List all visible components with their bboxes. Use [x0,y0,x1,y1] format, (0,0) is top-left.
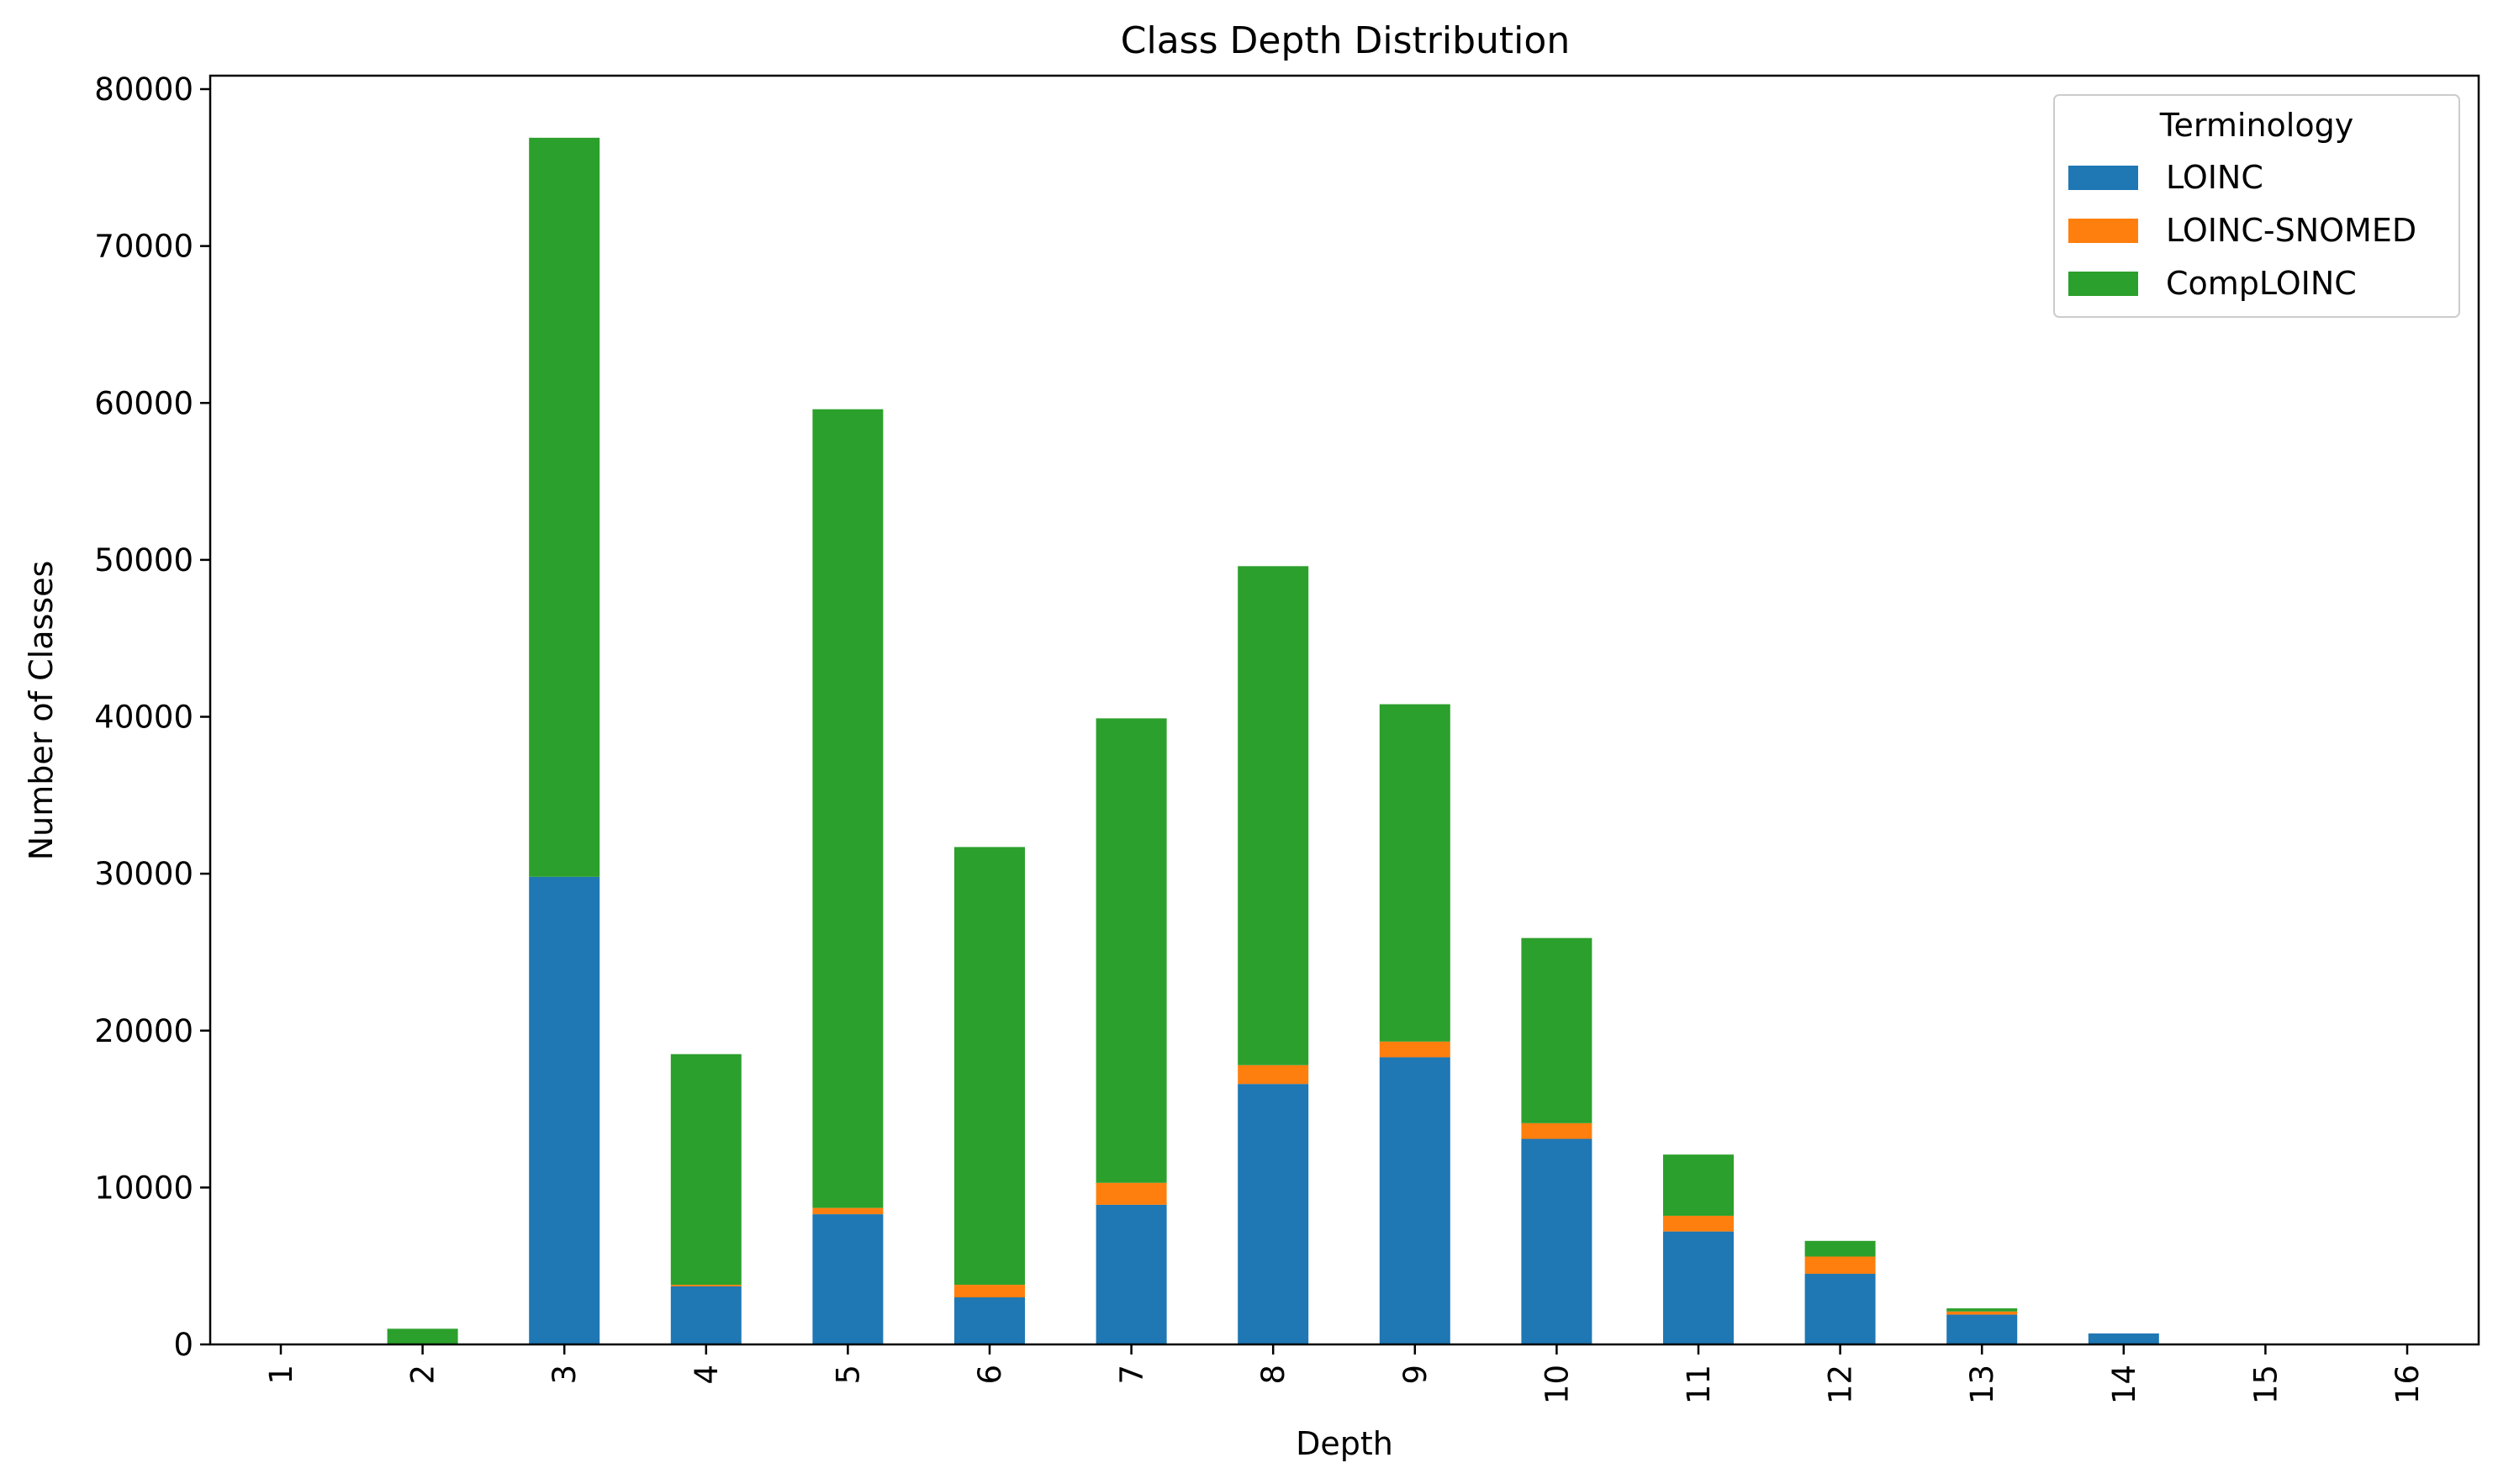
bar-comploinc-depth-11 [1663,1154,1734,1216]
legend-label: CompLOINC [2166,265,2357,302]
x-axis-label: Depth [1296,1425,1393,1462]
legend-box [2053,94,2460,318]
bar-comploinc-depth-13 [1946,1308,2018,1312]
bar-loinc-snomed-depth-6 [954,1285,1025,1298]
bar-comploinc-depth-5 [812,409,884,1208]
bar-loinc-depth-10 [1521,1138,1592,1344]
legend-swatch-comploinc [2068,272,2138,296]
bar-loinc-snomed-depth-11 [1663,1215,1734,1232]
bar-loinc-depth-4 [670,1286,742,1344]
x-tick-label: 13 [1964,1365,2000,1404]
bar-loinc-depth-6 [954,1297,1025,1344]
x-tick-label: 3 [547,1365,583,1385]
bar-comploinc-depth-4 [670,1054,742,1286]
y-tick-label: 60000 [94,385,193,421]
bar-loinc-depth-12 [1804,1274,1876,1344]
x-tick-label: 6 [972,1365,1008,1385]
legend-swatch-loinc-snomed [2068,219,2138,243]
y-tick-label: 40000 [94,700,193,736]
bar-loinc-depth-9 [1379,1057,1450,1344]
plot-frame [209,74,2480,1346]
bar-comploinc-depth-2 [387,1328,458,1344]
bar-comploinc-depth-10 [1521,937,1592,1123]
legend-items: LOINC LOINC-SNOMED CompLOINC [2068,159,2416,302]
x-tick-label: 2 [405,1365,441,1385]
y-tick-label: 30000 [94,856,193,892]
x-tick-label: 5 [830,1365,866,1385]
y-tick-label: 20000 [94,1013,193,1049]
legend-label: LOINC [2166,159,2263,196]
x-tick-label: 15 [2247,1365,2284,1404]
bar-comploinc-depth-12 [1804,1240,1876,1257]
bar-comploinc-depth-3 [529,137,600,877]
legend-title: Terminology [2159,107,2353,144]
bar-loinc-snomed-depth-9 [1379,1041,1450,1058]
x-tick-label: 12 [1823,1365,1859,1404]
chart-title: Class Depth Distribution [1121,19,1570,62]
x-axis: 1 2 3 4 5 6 7 8 9 10 11 12 13 14 15 16 [263,1344,2426,1404]
bar-loinc-depth-8 [1238,1084,1309,1344]
y-tick-label: 50000 [94,542,193,578]
bar-loinc-snomed-depth-7 [1096,1182,1167,1205]
bar-loinc-snomed-depth-8 [1238,1064,1309,1085]
x-tick-label: 9 [1397,1365,1434,1385]
x-tick-label: 10 [1539,1365,1575,1404]
legend-swatch-loinc [2068,166,2138,190]
legend-label: LOINC-SNOMED [2166,212,2416,249]
bar-loinc-snomed-depth-12 [1804,1256,1876,1275]
x-tick-label: 4 [689,1365,725,1385]
bar-loinc-depth-13 [1946,1314,2018,1344]
bar-comploinc-depth-8 [1238,566,1309,1065]
bar-loinc-snomed-depth-10 [1521,1122,1592,1139]
bar-loinc-depth-5 [812,1214,884,1344]
x-tick-label: 11 [1681,1365,1717,1404]
y-axis-label: Number of Classes [23,561,60,861]
y-axis: 0 10000 20000 30000 40000 50000 60000 70000 8000… [94,71,210,1363]
y-tick-label: 70000 [94,229,193,265]
y-tick-label: 0 [173,1327,193,1363]
bar-comploinc-depth-6 [954,847,1025,1286]
bars-layer [387,137,2159,1344]
bar-loinc-depth-3 [529,876,600,1344]
x-tick-label: 14 [2106,1365,2142,1404]
y-tick-label: 10000 [94,1170,193,1206]
y-tick-label: 80000 [94,71,193,108]
x-tick-label: 1 [263,1365,299,1385]
bar-loinc-depth-7 [1096,1204,1167,1344]
x-tick-label: 16 [2390,1365,2426,1404]
bar-loinc-snomed-depth-13 [1946,1311,2018,1315]
bar-loinc-depth-14 [2088,1333,2159,1344]
bar-loinc-snomed-depth-5 [812,1207,884,1215]
bar-loinc-snomed-depth-4 [670,1285,742,1286]
bar-comploinc-depth-9 [1379,704,1450,1042]
bar-loinc-depth-11 [1663,1231,1734,1344]
bar-comploinc-depth-7 [1096,718,1167,1183]
legend: Terminology LOINC LOINC-SNOMED CompLOINC [2053,94,2460,318]
x-tick-label: 8 [1255,1365,1291,1385]
x-tick-label: 7 [1114,1365,1150,1385]
